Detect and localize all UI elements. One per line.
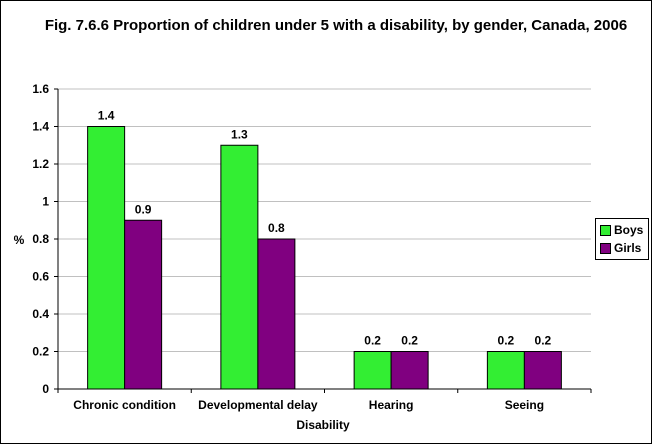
x-tick-label: Hearing [369,398,414,412]
bar-girls-3 [390,351,429,390]
legend-item-boys: Boys [600,222,643,238]
x-tick-label: Chronic condition [73,398,176,412]
y-axis-title: % [14,233,25,247]
legend: Boys Girls [595,218,649,260]
data-label: 0.2 [401,334,418,348]
data-label: 1.4 [98,109,115,123]
data-labels: 1.4 0.9 1.3 0.8 0.2 0.2 0.2 0.2 [98,109,552,348]
bar-boys-2 [220,144,259,390]
axes: 0 0.2 0.4 0.6 0.8 1 1.2 1.4 1.6 Chronic condition… [32,82,592,412]
bar-boys-1 [87,126,126,390]
y-tick-label: 0.2 [32,345,49,359]
data-label: 0.9 [135,202,152,216]
data-label: 0.8 [268,221,285,235]
legend-item-girls: Girls [600,240,641,256]
y-tick-label: 0.8 [32,232,49,246]
y-tick-label: 1 [42,195,49,209]
legend-swatch-boys [600,224,611,236]
y-tick-label: 1.2 [32,157,49,171]
x-axis-title: Disability [296,418,350,432]
legend-label-boys: Boys [614,223,644,237]
legend-swatch-girls [600,242,611,254]
bar-boys-3 [353,351,392,390]
data-label: 0.2 [498,334,515,348]
data-label: 0.2 [535,334,552,348]
bar-girls-2 [257,238,296,390]
y-tick-label: 0.6 [32,270,49,284]
data-label: 1.3 [231,127,248,141]
y-tick-label: 1.4 [32,120,49,134]
bars [87,126,562,390]
chart-title: Fig. 7.6.6 Proportion of children under … [44,17,628,34]
x-tick-label: Developmental delay [198,398,318,412]
y-tick-label: 0 [42,382,49,396]
bar-girls-1 [124,219,163,390]
y-tick-label: 0.4 [32,307,49,321]
x-tick-label: Seeing [505,398,544,412]
bar-boys-4 [486,351,525,390]
legend-label-girls: Girls [614,241,642,255]
bar-girls-4 [523,351,562,390]
data-label: 0.2 [364,334,381,348]
y-tick-label: 1.6 [32,82,49,96]
